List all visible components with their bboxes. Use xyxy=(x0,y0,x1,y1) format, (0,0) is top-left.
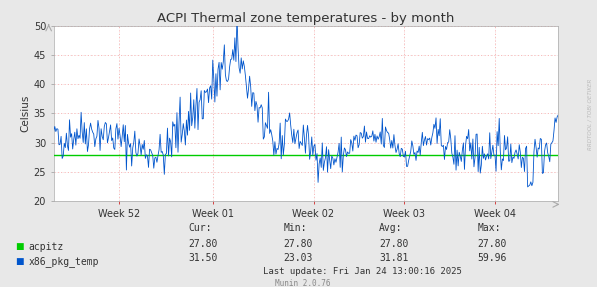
Text: 31.81: 31.81 xyxy=(379,253,408,263)
Text: ■: ■ xyxy=(15,257,23,266)
Text: Last update: Fri Jan 24 13:00:16 2025: Last update: Fri Jan 24 13:00:16 2025 xyxy=(263,267,461,276)
Text: ■: ■ xyxy=(15,242,23,251)
Text: RRDTOOL / TOBI OETIKER: RRDTOOL / TOBI OETIKER xyxy=(587,79,592,150)
Text: 27.80: 27.80 xyxy=(478,239,507,249)
Text: Cur:: Cur: xyxy=(188,223,211,233)
Y-axis label: Celsius: Celsius xyxy=(21,95,31,132)
Text: 27.80: 27.80 xyxy=(379,239,408,249)
Text: Munin 2.0.76: Munin 2.0.76 xyxy=(275,279,330,287)
Text: 59.96: 59.96 xyxy=(478,253,507,263)
Text: Avg:: Avg: xyxy=(379,223,402,233)
Text: x86_pkg_temp: x86_pkg_temp xyxy=(29,256,99,267)
Text: Min:: Min: xyxy=(284,223,307,233)
Text: 27.80: 27.80 xyxy=(188,239,217,249)
Title: ACPI Thermal zone temperatures - by month: ACPI Thermal zone temperatures - by mont… xyxy=(157,12,455,25)
Text: 31.50: 31.50 xyxy=(188,253,217,263)
Text: Max:: Max: xyxy=(478,223,501,233)
Text: 23.03: 23.03 xyxy=(284,253,313,263)
Text: 27.80: 27.80 xyxy=(284,239,313,249)
Text: acpitz: acpitz xyxy=(29,242,64,252)
